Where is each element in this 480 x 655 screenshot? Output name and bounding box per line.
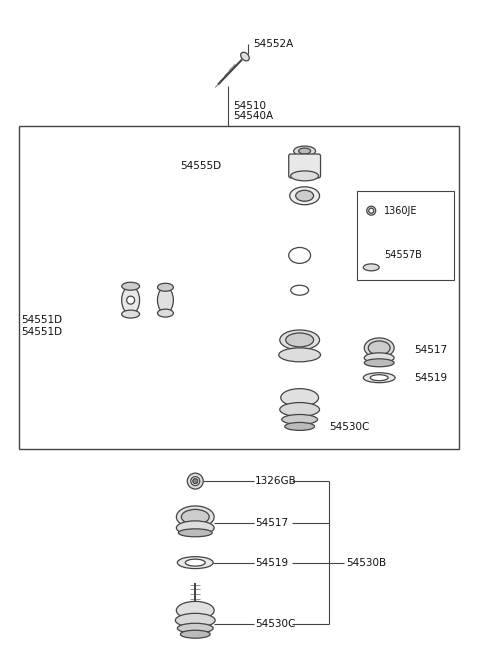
Text: 54557B: 54557B	[384, 250, 422, 261]
Ellipse shape	[363, 264, 379, 271]
Ellipse shape	[288, 248, 311, 263]
Ellipse shape	[299, 148, 311, 154]
Ellipse shape	[363, 373, 395, 383]
Bar	[357, 191, 454, 280]
Ellipse shape	[364, 353, 394, 363]
Text: 54530C: 54530C	[255, 619, 295, 629]
Polygon shape	[270, 186, 335, 340]
Ellipse shape	[122, 282, 140, 290]
Ellipse shape	[175, 613, 215, 627]
Text: 54530C: 54530C	[329, 422, 370, 432]
Ellipse shape	[286, 333, 313, 347]
Ellipse shape	[368, 341, 390, 355]
Ellipse shape	[176, 601, 214, 619]
Text: 54552A: 54552A	[253, 39, 293, 48]
Bar	[19, 126, 459, 449]
Ellipse shape	[191, 477, 200, 485]
Ellipse shape	[291, 285, 309, 295]
Ellipse shape	[157, 309, 173, 317]
Text: 1360JE: 1360JE	[384, 206, 418, 215]
Ellipse shape	[179, 529, 212, 537]
Ellipse shape	[127, 296, 134, 304]
Polygon shape	[160, 320, 270, 370]
Ellipse shape	[122, 286, 140, 314]
Ellipse shape	[240, 52, 249, 61]
Ellipse shape	[369, 208, 374, 213]
Ellipse shape	[290, 187, 320, 205]
Text: 54519: 54519	[414, 373, 447, 383]
Ellipse shape	[285, 422, 314, 430]
Text: 54555D: 54555D	[180, 161, 221, 171]
Ellipse shape	[280, 330, 320, 350]
Ellipse shape	[364, 338, 394, 358]
Ellipse shape	[176, 521, 214, 534]
Ellipse shape	[364, 359, 394, 367]
Ellipse shape	[187, 473, 203, 489]
Ellipse shape	[280, 403, 320, 417]
Text: 54551D: 54551D	[21, 315, 62, 325]
Ellipse shape	[294, 146, 315, 156]
Ellipse shape	[291, 171, 319, 181]
Text: 54519: 54519	[255, 557, 288, 568]
Ellipse shape	[296, 191, 313, 201]
Ellipse shape	[185, 559, 205, 566]
Ellipse shape	[370, 375, 388, 381]
Ellipse shape	[367, 206, 376, 215]
Ellipse shape	[279, 348, 321, 362]
Text: 54517: 54517	[255, 518, 288, 528]
Ellipse shape	[281, 388, 319, 407]
Ellipse shape	[157, 288, 173, 313]
Ellipse shape	[176, 506, 214, 528]
Ellipse shape	[180, 630, 210, 638]
Text: 54540A: 54540A	[233, 111, 273, 121]
Text: 54551D: 54551D	[21, 327, 62, 337]
Ellipse shape	[157, 283, 173, 291]
Text: 54517: 54517	[414, 345, 447, 355]
Ellipse shape	[193, 479, 198, 483]
Ellipse shape	[178, 624, 213, 633]
FancyBboxPatch shape	[288, 154, 321, 178]
Ellipse shape	[181, 510, 209, 525]
Ellipse shape	[178, 557, 213, 569]
Ellipse shape	[122, 310, 140, 318]
Text: 1326GB: 1326GB	[255, 476, 297, 486]
Polygon shape	[156, 215, 270, 269]
Ellipse shape	[282, 415, 318, 424]
Text: 54510: 54510	[233, 102, 266, 111]
Text: 54530B: 54530B	[347, 557, 386, 568]
